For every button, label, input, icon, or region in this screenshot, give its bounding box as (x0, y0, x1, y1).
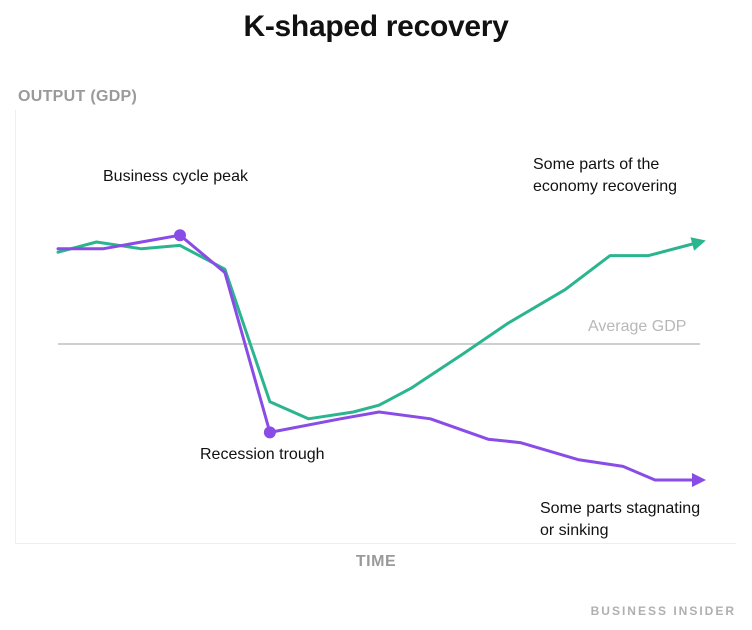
arrowhead-recovering (690, 237, 706, 251)
brand-logo: BUSINESS INSIDER (590, 604, 736, 618)
sinking-label-line1: Some parts stagnating (540, 500, 701, 517)
y-axis-label: OUTPUT (GDP) (18, 88, 138, 105)
sinking-label-line2: or sinking (540, 522, 609, 539)
arrowhead-sinking (692, 473, 706, 487)
plot-frame (15, 110, 736, 544)
recovering-label-line2: economy recovering (533, 178, 678, 195)
series-line-sinking (56, 233, 702, 482)
peak-label: Business cycle peak (103, 168, 248, 185)
recovering-label: Some parts of the economy recovering (533, 154, 677, 198)
recovering-label-line1: Some parts of the (533, 156, 660, 173)
x-axis-label: TIME (355, 553, 397, 570)
peak-marker (173, 229, 186, 242)
average-gdp-label: Average GDP (588, 318, 687, 335)
series-line-recovering (56, 240, 702, 421)
trough-marker (263, 426, 276, 439)
chart-title: K-shaped recovery (243, 10, 509, 43)
trough-label: Recession trough (200, 446, 325, 463)
sinking-label: Some parts stagnating or sinking (540, 498, 700, 542)
